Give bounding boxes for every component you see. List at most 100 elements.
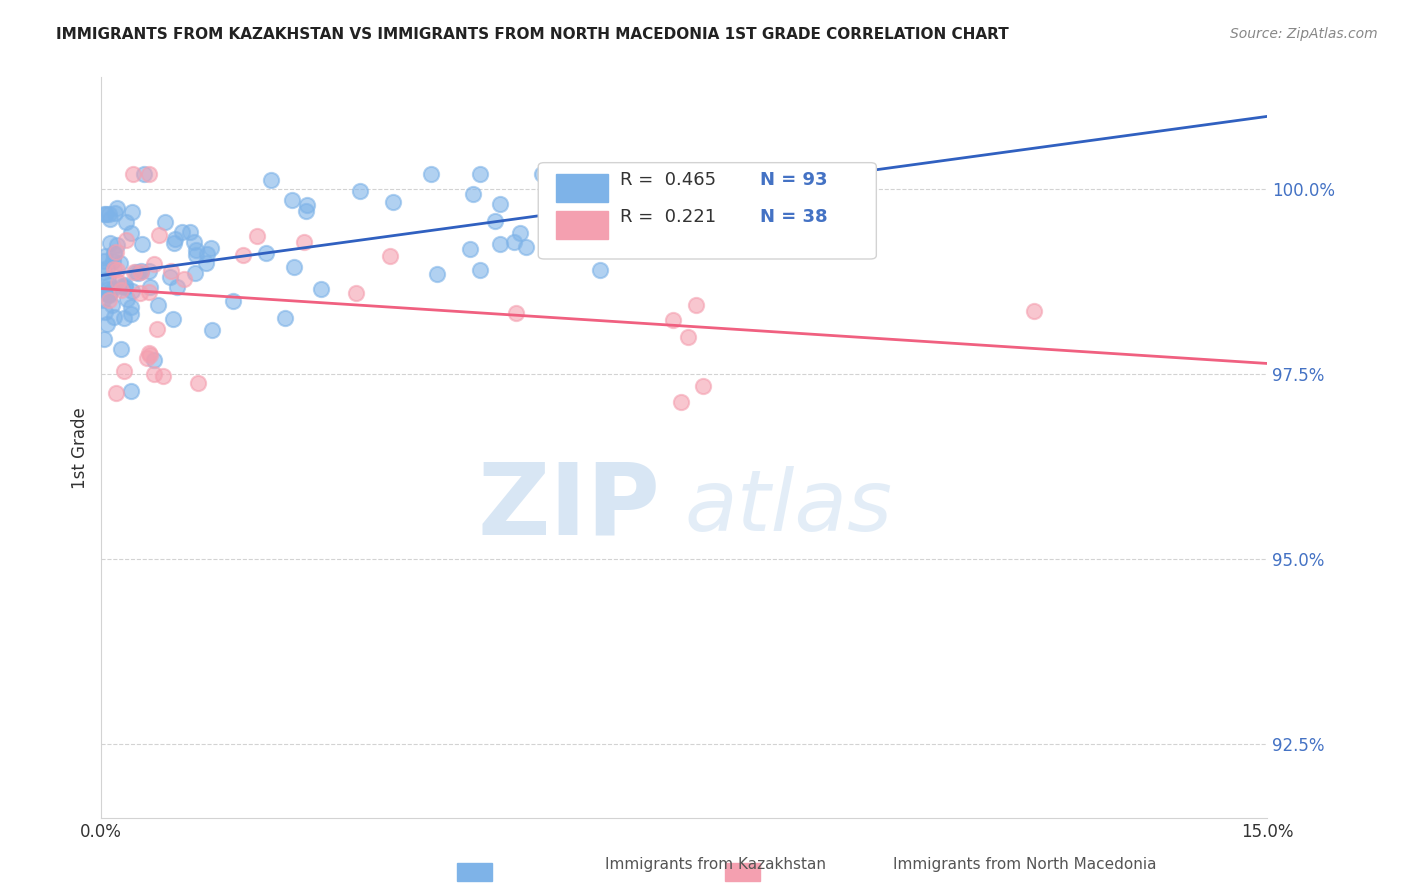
Point: [426, 267, 449, 281]
Point: [127, 266, 149, 280]
Point: [531, 167, 554, 181]
Point: [143, 257, 166, 271]
Point: [676, 329, 699, 343]
Text: atlas: atlas: [683, 466, 891, 549]
Point: [103, 247, 125, 261]
Point: [107, 275, 129, 289]
Point: [515, 239, 537, 253]
Point: [221, 294, 243, 309]
Point: [122, 167, 145, 181]
Point: [468, 262, 491, 277]
Point: [96, 261, 118, 276]
Point: [105, 237, 128, 252]
Text: R =  0.221: R = 0.221: [620, 208, 716, 226]
Point: [103, 245, 125, 260]
Point: [97, 282, 120, 296]
Point: [115, 233, 138, 247]
Point: [103, 262, 125, 277]
Point: [1022, 304, 1045, 318]
Point: [692, 379, 714, 393]
Point: [121, 284, 143, 298]
Point: [256, 246, 278, 260]
Point: [97, 287, 120, 301]
Point: [105, 262, 128, 277]
Point: [112, 364, 135, 378]
Point: [108, 256, 131, 270]
Point: [378, 250, 401, 264]
Point: [139, 280, 162, 294]
Point: [685, 297, 707, 311]
Point: [143, 368, 166, 382]
Point: [121, 205, 143, 219]
Point: [120, 301, 142, 315]
Point: [184, 248, 207, 262]
Bar: [555, 174, 609, 202]
Point: [183, 235, 205, 249]
Text: R =  0.465: R = 0.465: [620, 170, 716, 189]
Point: [173, 271, 195, 285]
Point: [97, 278, 120, 293]
Point: [160, 264, 183, 278]
Point: [104, 385, 127, 400]
Point: [115, 292, 138, 306]
Point: [488, 236, 510, 251]
Point: [138, 167, 160, 181]
Point: [349, 184, 371, 198]
Point: [98, 212, 121, 227]
Point: [112, 311, 135, 326]
Point: [105, 245, 128, 260]
Point: [120, 226, 142, 240]
Point: [283, 260, 305, 275]
Point: [97, 287, 120, 301]
Point: [543, 186, 565, 201]
Point: [101, 298, 124, 312]
Point: [280, 194, 302, 208]
Point: [163, 232, 186, 246]
Point: [93, 332, 115, 346]
Point: [138, 345, 160, 359]
Point: [129, 286, 152, 301]
Point: [509, 226, 531, 240]
Point: [458, 242, 481, 256]
Point: [97, 271, 120, 285]
Point: [114, 215, 136, 229]
Point: [159, 270, 181, 285]
Point: [103, 254, 125, 268]
Point: [153, 215, 176, 229]
Point: [98, 207, 121, 221]
Point: [184, 266, 207, 280]
Point: [125, 265, 148, 279]
Point: [93, 249, 115, 263]
Text: Immigrants from North Macedonia: Immigrants from North Macedonia: [893, 857, 1156, 872]
Point: [105, 201, 128, 215]
Point: [152, 368, 174, 383]
Point: [98, 293, 121, 307]
Point: [104, 206, 127, 220]
Text: IMMIGRANTS FROM KAZAKHSTAN VS IMMIGRANTS FROM NORTH MACEDONIA 1ST GRADE CORRELAT: IMMIGRANTS FROM KAZAKHSTAN VS IMMIGRANTS…: [56, 27, 1010, 42]
Point: [186, 243, 208, 257]
Point: [274, 311, 297, 326]
Point: [114, 279, 136, 293]
Point: [245, 228, 267, 243]
Point: [120, 384, 142, 398]
Point: [122, 265, 145, 279]
Point: [669, 394, 692, 409]
Point: [91, 293, 114, 308]
Point: [129, 264, 152, 278]
Point: [505, 306, 527, 320]
Point: [94, 305, 117, 319]
Point: [589, 263, 612, 277]
Point: [166, 279, 188, 293]
Point: [114, 278, 136, 293]
Bar: [724, 863, 759, 881]
Point: [120, 307, 142, 321]
Point: [489, 197, 512, 211]
Point: [96, 317, 118, 331]
Point: [170, 226, 193, 240]
Point: [143, 353, 166, 368]
Point: [132, 167, 155, 181]
Point: [187, 376, 209, 390]
Point: [163, 235, 186, 250]
Point: [295, 198, 318, 212]
Point: [138, 285, 160, 299]
